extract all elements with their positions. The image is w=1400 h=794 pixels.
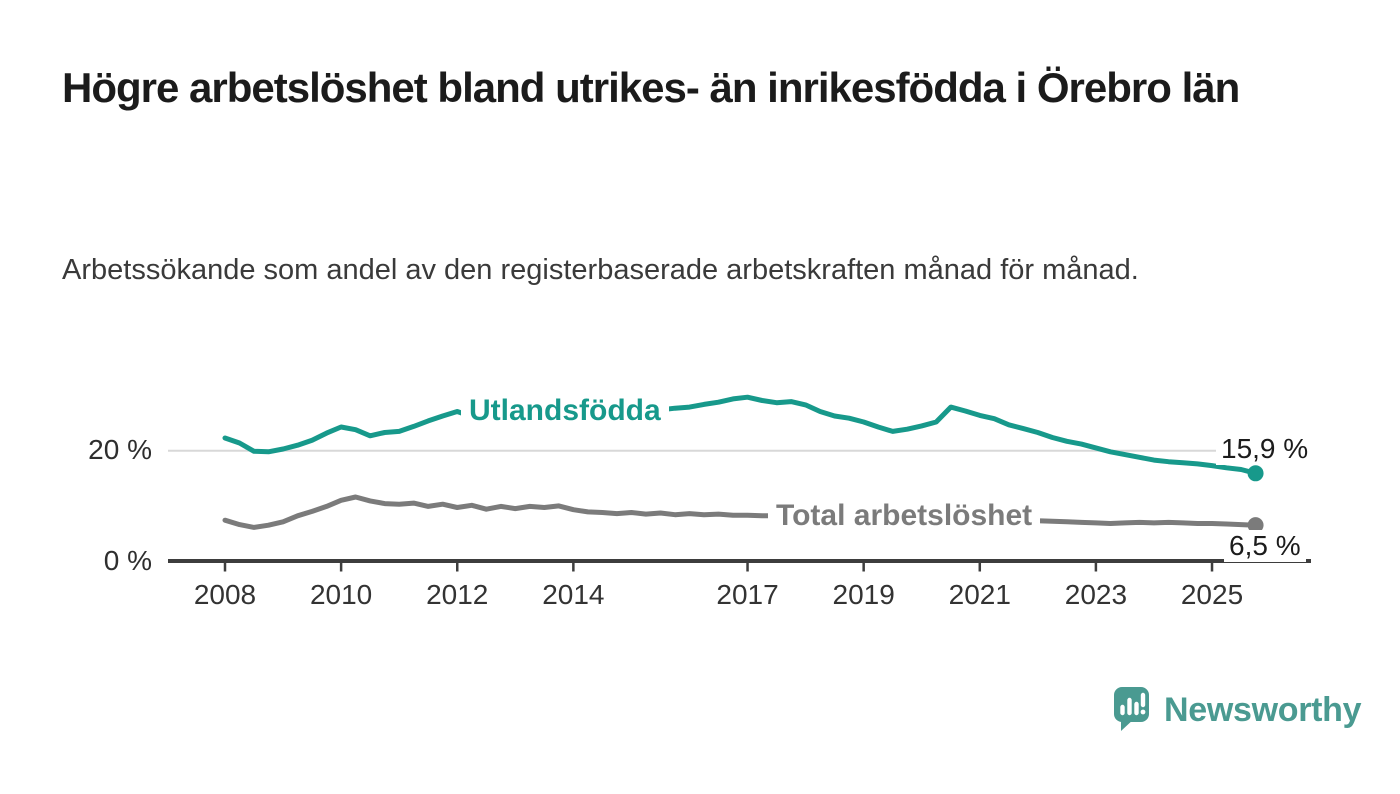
x-tick-label-2025: 2025 (1181, 579, 1243, 610)
x-tick-label-2010: 2010 (310, 579, 372, 610)
x-tick-label-2014: 2014 (542, 579, 604, 610)
x-tick-label-2019: 2019 (833, 579, 895, 610)
series-end-dot-utlandsfodda (1247, 465, 1264, 482)
series-label-utlandsfodda: Utlandsfödda (461, 393, 669, 429)
series-label-total-arbetsloshet: Total arbetslöshet (768, 498, 1041, 534)
y-tick-label-0: 0 % (103, 545, 152, 576)
y-tick-label-20: 20 % (88, 434, 152, 465)
x-tick-label-2023: 2023 (1065, 579, 1127, 610)
x-tick-label-2008: 2008 (194, 579, 256, 610)
series-line-total (222, 494, 1259, 530)
series-line-utlandsfodda (222, 394, 1259, 476)
end-value-utlandsfodda: 15,9 % (1216, 433, 1314, 465)
x-tick-label-2012: 2012 (426, 579, 488, 610)
chart-subtitle: Arbetssökande som andel av den registerb… (62, 254, 1139, 286)
series-end-dot-total (1247, 517, 1264, 534)
newsworthy-logo: Newsworthy (1112, 686, 1362, 734)
x-tick-label-2017: 2017 (716, 579, 778, 610)
newsworthy-logo-icon (1114, 687, 1149, 731)
page-title: Högre arbetslöshet bland utrikes- än inr… (62, 64, 1240, 111)
x-tick-label-2021: 2021 (949, 579, 1011, 610)
newsworthy-logo-text: Newsworthy (1164, 691, 1362, 729)
end-value-total: 6,5 % (1224, 530, 1306, 562)
